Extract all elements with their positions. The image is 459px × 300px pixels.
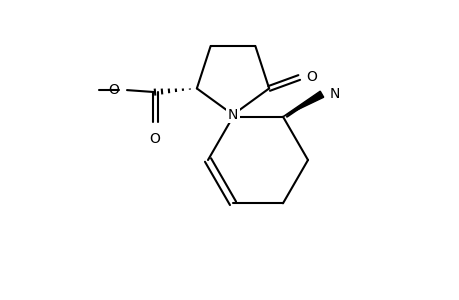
Text: O: O (306, 70, 316, 85)
Text: O: O (108, 83, 119, 97)
Text: N: N (227, 108, 238, 122)
Text: O: O (149, 132, 160, 146)
Polygon shape (282, 91, 323, 117)
Text: N: N (329, 87, 340, 101)
